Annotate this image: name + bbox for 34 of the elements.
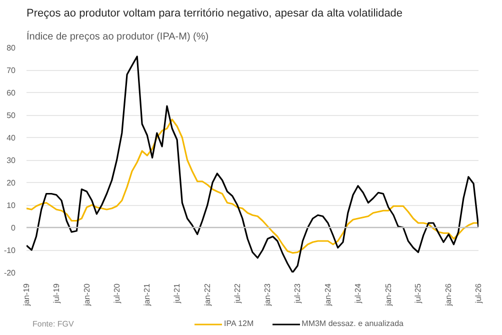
x-tick-label: jan-22: [202, 282, 212, 307]
x-tick-label: jul-26: [474, 282, 483, 304]
y-tick-label: 50: [6, 111, 16, 120]
legend-label: MM3M dessaz. e anualizada: [302, 319, 404, 328]
line-series: [26, 118, 478, 254]
x-tick-label: jul-21: [172, 282, 182, 304]
x-tick-label: jan-26: [444, 282, 454, 307]
x-tick-label: jan-19: [22, 282, 31, 307]
x-tick-label: jul-25: [414, 282, 423, 304]
y-tick-label: 80: [6, 44, 16, 52]
y-tick-label: 10: [6, 201, 16, 210]
y-tick-label: 30: [6, 156, 16, 165]
x-tick-label: jul-23: [293, 282, 302, 304]
y-tick-label: -20: [4, 268, 16, 278]
x-tick-label: jul-22: [232, 282, 242, 304]
x-tick-label: jan-25: [384, 282, 393, 307]
x-tick-label: jul-20: [112, 282, 122, 304]
x-tick-label: jan-23: [263, 282, 272, 307]
x-tick-label: jan-20: [82, 282, 92, 307]
legend-label: IPA 12M: [224, 319, 254, 328]
x-tick-label: jan-21: [142, 282, 152, 307]
x-tick-label: jul-19: [52, 282, 61, 304]
chart-subtitle: Índice de preços ao produtor (IPA-M) (%): [26, 30, 209, 42]
x-tick-label: jul-24: [353, 282, 362, 304]
y-tick-label: 60: [6, 88, 16, 98]
chart-title: Preços ao produtor voltam para território negativo, apesar da alta volatilidade: [26, 8, 403, 20]
y-tick-label: -10: [4, 246, 16, 255]
y-tick-label: 0: [11, 224, 16, 232]
line-series: [26, 56, 478, 272]
source-note: Fonte: FGV: [32, 320, 75, 328]
y-tick-label: 40: [6, 134, 16, 142]
x-tick-label: jan-24: [323, 282, 332, 307]
y-tick-label: 20: [6, 178, 16, 188]
y-tick-label: 70: [6, 66, 16, 75]
